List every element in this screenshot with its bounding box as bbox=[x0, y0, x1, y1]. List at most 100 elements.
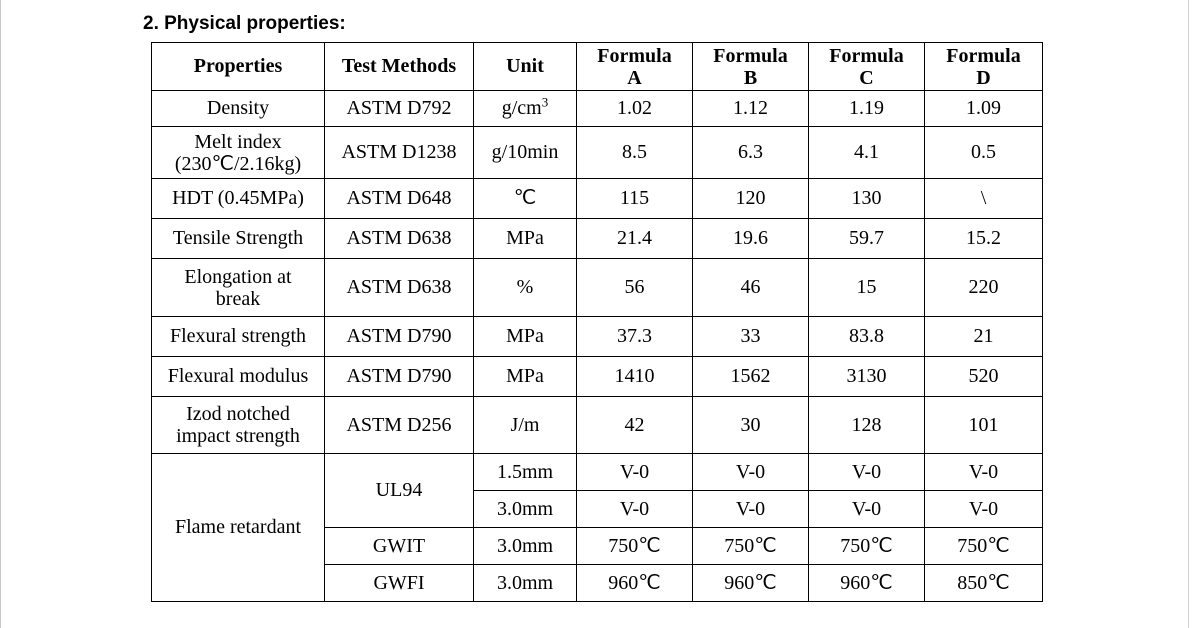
value-cell: 130 bbox=[808, 178, 925, 219]
value-cell: 520 bbox=[924, 356, 1043, 397]
value-cell: 101 bbox=[924, 396, 1043, 454]
physical-properties-table: Properties Test Methods Unit Formula A Fo… bbox=[151, 42, 1043, 602]
unit-cell: 3.0mm bbox=[473, 564, 577, 602]
value-cell: 6.3 bbox=[692, 126, 809, 179]
method-cell: ASTM D648 bbox=[324, 178, 474, 219]
value-cell: 42 bbox=[576, 396, 693, 454]
method-cell: ASTM D1238 bbox=[324, 126, 474, 179]
unit-cell: MPa bbox=[473, 218, 577, 259]
table-row: Flexural modulus ASTM D790 MPa 1410 1562… bbox=[151, 356, 1043, 397]
value-cell: 1.12 bbox=[692, 90, 809, 127]
value-cell: V-0 bbox=[808, 490, 925, 528]
value-cell: 960℃ bbox=[576, 564, 693, 602]
value-cell: 46 bbox=[692, 258, 809, 317]
value-cell: 750℃ bbox=[576, 527, 693, 565]
table-row: GWIT 3.0mm 750℃ 750℃ 750℃ 750℃ bbox=[152, 527, 1043, 565]
value-cell: V-0 bbox=[924, 490, 1043, 528]
value-cell: 1.19 bbox=[808, 90, 925, 127]
value-cell: 33 bbox=[692, 316, 809, 357]
table-row: Tensile Strength ASTM D638 MPa 21.4 19.6… bbox=[151, 218, 1043, 259]
header-formula-d: Formula D bbox=[924, 42, 1043, 91]
value-cell: V-0 bbox=[692, 490, 809, 528]
unit-cell: 3.0mm bbox=[473, 527, 577, 565]
value-cell: 220 bbox=[924, 258, 1043, 317]
value-cell: 30 bbox=[692, 396, 809, 454]
value-cell: 115 bbox=[576, 178, 693, 219]
method-cell: ASTM D638 bbox=[324, 258, 474, 317]
value-cell: 1.09 bbox=[924, 90, 1043, 127]
page-left-edge bbox=[0, 0, 1, 628]
value-cell: 19.6 bbox=[692, 218, 809, 259]
table-row: Flame retardant UL94 1.5mm V-0 V-0 V-0 V… bbox=[151, 453, 1043, 602]
table-row: Density ASTM D792 g/cm3 1.02 1.12 1.19 1… bbox=[151, 90, 1043, 127]
property-cell: Tensile Strength bbox=[151, 218, 325, 259]
value-cell: 37.3 bbox=[576, 316, 693, 357]
unit-cell: J/m bbox=[473, 396, 577, 454]
header-formula-c: Formula C bbox=[808, 42, 925, 91]
method-cell: ASTM D790 bbox=[324, 356, 474, 397]
unit-cell: ℃ bbox=[473, 178, 577, 219]
value-cell: 120 bbox=[692, 178, 809, 219]
value-cell: 0.5 bbox=[924, 126, 1043, 179]
property-cell: Flexural modulus bbox=[151, 356, 325, 397]
property-cell: Melt index (230℃/2.16kg) bbox=[151, 126, 325, 179]
property-cell: HDT (0.45MPa) bbox=[151, 178, 325, 219]
header-properties: Properties bbox=[151, 42, 325, 91]
method-cell-gwit: GWIT bbox=[324, 527, 474, 565]
unit-cell: g/10min bbox=[473, 126, 577, 179]
table-row: Flexural strength ASTM D790 MPa 37.3 33 … bbox=[151, 316, 1043, 357]
method-cell: ASTM D790 bbox=[324, 316, 474, 357]
page-right-edge bbox=[1188, 0, 1189, 628]
value-cell: 1562 bbox=[692, 356, 809, 397]
value-cell: 56 bbox=[576, 258, 693, 317]
value-cell: V-0 bbox=[924, 453, 1043, 491]
value-cell: 59.7 bbox=[808, 218, 925, 259]
table-row: HDT (0.45MPa) ASTM D648 ℃ 115 120 130 \ bbox=[151, 178, 1043, 219]
value-cell: V-0 bbox=[808, 453, 925, 491]
property-cell: Elongation at break bbox=[151, 258, 325, 317]
value-cell: 15 bbox=[808, 258, 925, 317]
value-cell: 1410 bbox=[576, 356, 693, 397]
unit-cell: 3.0mm bbox=[473, 490, 577, 528]
value-cell: 21 bbox=[924, 316, 1043, 357]
value-cell: 850℃ bbox=[924, 564, 1043, 602]
header-test-methods: Test Methods bbox=[324, 42, 474, 91]
method-cell: ASTM D256 bbox=[324, 396, 474, 454]
unit-cell: MPa bbox=[473, 316, 577, 357]
table-row: 3.0mm V-0 V-0 V-0 V-0 bbox=[152, 490, 1043, 528]
value-cell: 1.02 bbox=[576, 90, 693, 127]
flame-retardant-cell: Flame retardant bbox=[151, 453, 325, 602]
value-cell: 83.8 bbox=[808, 316, 925, 357]
value-cell: 750℃ bbox=[692, 527, 809, 565]
unit-cell: MPa bbox=[473, 356, 577, 397]
table-row: GWFI 3.0mm 960℃ 960℃ 960℃ 850℃ bbox=[152, 564, 1043, 602]
value-cell: \ bbox=[924, 178, 1043, 219]
header-formula-a: Formula A bbox=[576, 42, 693, 91]
value-cell: 128 bbox=[808, 396, 925, 454]
method-cell-gwfi: GWFI bbox=[324, 564, 474, 602]
method-cell-ul94: UL94 bbox=[324, 453, 474, 528]
unit-cell: 1.5mm bbox=[473, 453, 577, 491]
value-cell: 3130 bbox=[808, 356, 925, 397]
value-cell: 4.1 bbox=[808, 126, 925, 179]
value-cell: 960℃ bbox=[692, 564, 809, 602]
table-row: Izod notched impact strength ASTM D256 J/… bbox=[151, 396, 1043, 454]
header-row: Properties Test Methods Unit Formula A Fo… bbox=[151, 42, 1043, 91]
value-cell: 8.5 bbox=[576, 126, 693, 179]
section-heading: 2. Physical properties: bbox=[143, 13, 346, 34]
unit-cell: % bbox=[473, 258, 577, 317]
header-unit: Unit bbox=[473, 42, 577, 91]
method-cell: ASTM D792 bbox=[324, 90, 474, 127]
value-cell: 21.4 bbox=[576, 218, 693, 259]
value-cell: V-0 bbox=[576, 453, 693, 491]
method-cell: ASTM D638 bbox=[324, 218, 474, 259]
value-cell: V-0 bbox=[692, 453, 809, 491]
value-cell: 750℃ bbox=[808, 527, 925, 565]
unit-cell: g/cm3 bbox=[473, 90, 577, 127]
value-cell: 960℃ bbox=[808, 564, 925, 602]
property-cell: Density bbox=[151, 90, 325, 127]
value-cell: V-0 bbox=[576, 490, 693, 528]
property-cell: Izod notched impact strength bbox=[151, 396, 325, 454]
value-cell: 750℃ bbox=[924, 527, 1043, 565]
table-row: Melt index (230℃/2.16kg) ASTM D1238 g/10m… bbox=[151, 126, 1043, 179]
